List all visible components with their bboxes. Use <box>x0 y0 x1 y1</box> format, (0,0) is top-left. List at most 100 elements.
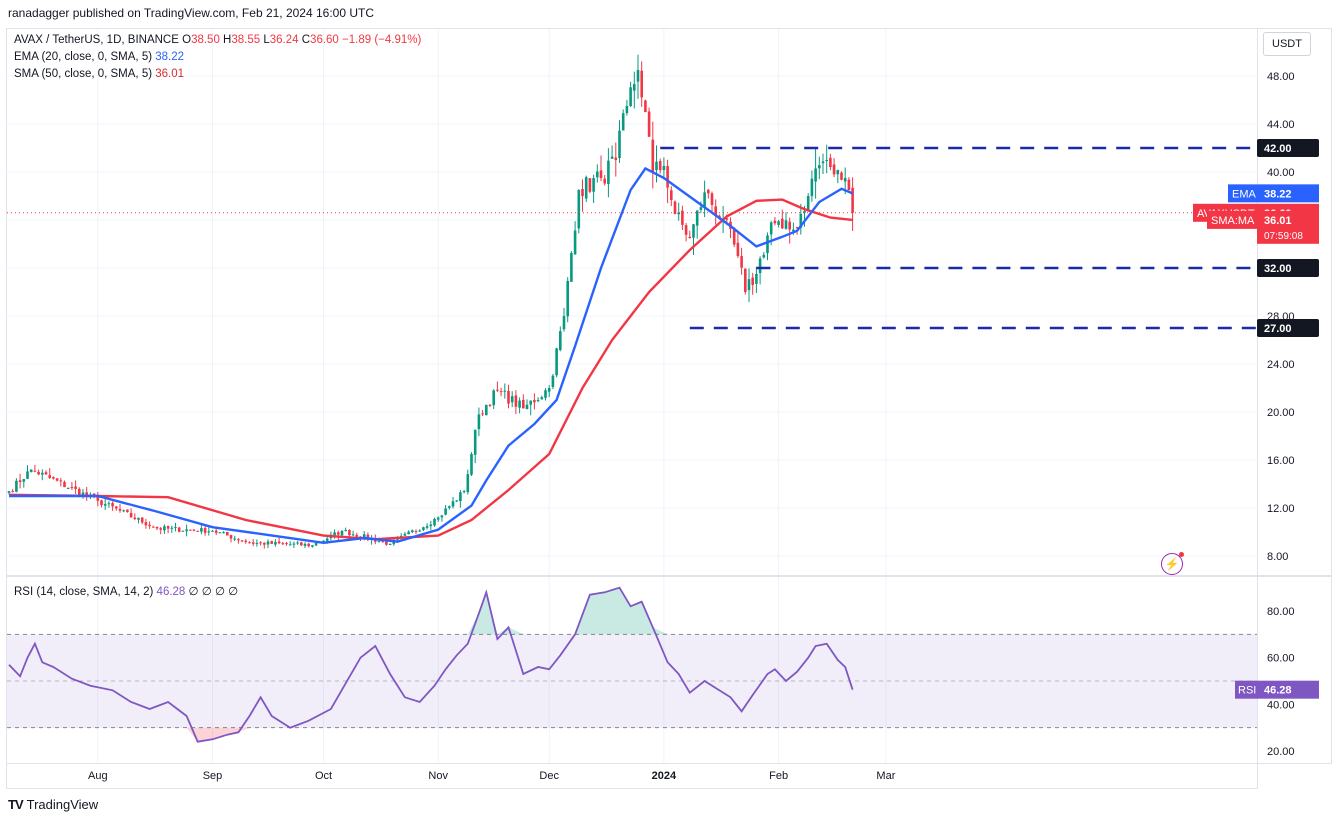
low-label: L <box>263 34 270 46</box>
candle-body <box>732 227 736 245</box>
candle-body <box>170 527 174 529</box>
symbol-legend-row[interactable]: AVAX / TetherUS, 1D, BINANCE O38.50 H38.… <box>14 32 421 49</box>
candle-body <box>610 156 614 159</box>
candle-body <box>229 535 233 539</box>
candle-body <box>810 178 814 197</box>
candle-body <box>673 201 677 214</box>
candle-body <box>758 258 762 274</box>
candle-body <box>144 522 148 526</box>
candle-body <box>621 113 625 131</box>
candle-body <box>710 193 714 205</box>
candle-body <box>251 542 255 544</box>
candle-body <box>485 404 488 416</box>
sma-legend-row[interactable]: SMA (50, close, 0, SMA, 5) 36.01 <box>14 66 421 83</box>
candle-body <box>74 486 77 489</box>
candle-body <box>832 164 836 175</box>
candle-body <box>362 534 366 538</box>
candle-body <box>111 503 114 507</box>
rsi-oversold-fill <box>9 727 853 742</box>
candle-body <box>788 221 791 230</box>
price-axis-svg[interactable]: 8.0012.0016.0020.0024.0028.0032.0036.004… <box>1257 29 1331 575</box>
price-chart-svg[interactable]: EMAAVAXUSDTSMA:MA <box>7 29 1257 575</box>
series-value-label: 36.01 <box>1264 215 1292 227</box>
price-pane[interactable]: EMAAVAXUSDTSMA:MA <box>6 28 1258 576</box>
candle-body <box>166 526 170 529</box>
candle-body <box>644 100 647 112</box>
price-tick-label: 40.00 <box>1267 167 1295 179</box>
time-tick-label: Sep <box>203 770 223 782</box>
candle-body <box>81 492 85 496</box>
price-tick-label: 44.00 <box>1267 119 1295 131</box>
footer-brand[interactable]: TV TradingView <box>8 797 98 812</box>
candle-body <box>285 543 288 545</box>
candle-body <box>100 500 103 506</box>
flash-icon[interactable]: ⚡ <box>1161 552 1184 575</box>
candle-body <box>551 375 555 387</box>
candle-body <box>503 390 507 392</box>
candle-body <box>311 545 314 547</box>
candle-body <box>522 399 525 409</box>
candle-body <box>52 477 55 479</box>
candle-body <box>425 526 429 528</box>
candle-body <box>699 207 703 210</box>
candle-body <box>540 397 544 400</box>
high-value: 38.55 <box>231 34 261 46</box>
rsi-pane[interactable]: RSI <box>6 576 1258 764</box>
candle-body <box>514 395 518 407</box>
candle-body <box>625 106 629 114</box>
candle-body <box>773 220 777 224</box>
candle-body <box>633 84 636 91</box>
candle-body <box>562 316 566 330</box>
time-axis-svg[interactable]: Aug Sep Oct Nov Dec 2024 Feb Mar <box>7 762 1257 788</box>
candle-body <box>455 500 458 502</box>
candle-body <box>762 254 766 258</box>
candle-body <box>681 210 684 225</box>
candle-body <box>177 527 181 532</box>
candle-body <box>103 504 107 506</box>
candle-body <box>78 488 81 496</box>
price-tick-label: 12.00 <box>1267 503 1295 515</box>
candle-body <box>658 161 662 171</box>
candle-body <box>725 218 729 220</box>
candle-body <box>636 70 640 82</box>
candle-body <box>588 178 592 192</box>
candle-body <box>70 487 74 489</box>
candle-body <box>496 389 499 391</box>
candle-body <box>736 242 740 256</box>
candle-body <box>29 469 33 473</box>
candle-body <box>381 541 384 543</box>
candle-body <box>200 528 203 532</box>
candle-body <box>666 165 669 188</box>
price-axis[interactable]: 8.0012.0016.0020.0024.0028.0032.0036.004… <box>1257 28 1332 576</box>
candle-body <box>203 528 207 533</box>
candle-body <box>829 157 832 168</box>
currency-button[interactable]: USDT <box>1263 32 1311 56</box>
price-tick-label: 16.00 <box>1267 455 1295 467</box>
level-price-label: 32.00 <box>1264 263 1292 275</box>
candle-body <box>477 414 481 430</box>
candle-body <box>226 531 229 536</box>
rsi-axis[interactable]: 20.00 40.00 60.00 80.00 46.28 <box>1257 576 1332 764</box>
rsi-value-tag <box>1257 680 1319 699</box>
rsi-legend[interactable]: RSI (14, close, SMA, 14, 2) 46.28 ∅ ∅ ∅ … <box>14 584 238 601</box>
candle-body <box>255 542 259 544</box>
rsi-axis-svg[interactable]: 20.00 40.00 60.00 80.00 46.28 <box>1257 577 1331 763</box>
candle-body <box>207 531 211 533</box>
candle-body <box>148 524 151 527</box>
candle-body <box>703 192 706 208</box>
candle-body <box>607 160 610 185</box>
candle-body <box>303 543 307 546</box>
candle-body <box>7 491 11 493</box>
candle-body <box>22 479 26 482</box>
candle-body <box>340 530 344 536</box>
candle-body <box>781 218 784 229</box>
close-value: 36.60 <box>310 34 339 46</box>
candle-body <box>614 157 618 160</box>
time-axis[interactable]: Aug Sep Oct Nov Dec 2024 Feb Mar <box>6 762 1258 789</box>
candle-body <box>418 530 421 532</box>
published-line: ranadagger published on TradingView.com,… <box>8 6 375 20</box>
ema-legend-row[interactable]: EMA (20, close, 0, SMA, 5) 38.22 <box>14 49 421 66</box>
candle-body <box>570 253 573 282</box>
price-tick-label: 48.00 <box>1267 71 1295 83</box>
rsi-chart-svg[interactable]: RSI <box>7 577 1257 763</box>
